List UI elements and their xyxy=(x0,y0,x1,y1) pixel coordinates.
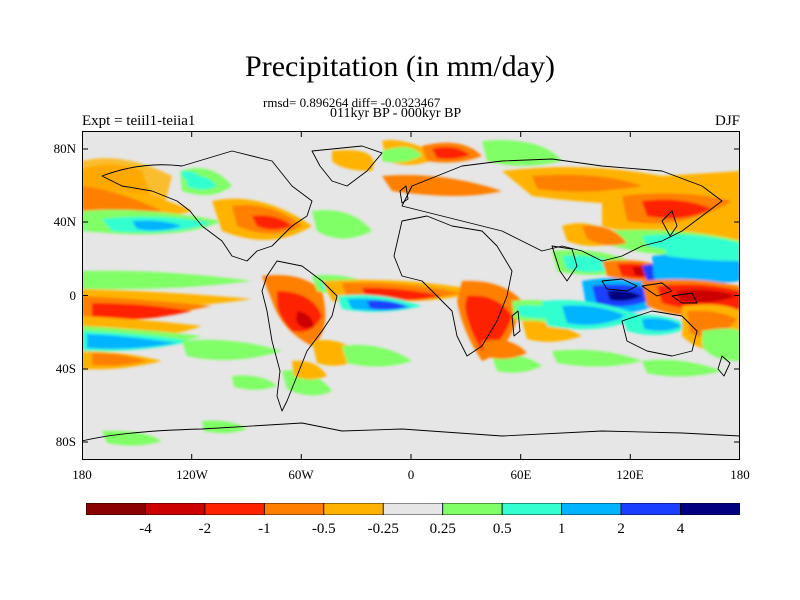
colorbar-label: 2 xyxy=(617,521,625,537)
colorbar-swatch xyxy=(561,503,622,515)
colorbar-label: -0.25 xyxy=(367,521,399,537)
season-label: DJF xyxy=(714,113,740,129)
colorbar-label: -0.5 xyxy=(311,521,336,537)
map-title: Precipitation (in mm/day) xyxy=(245,50,555,83)
colorbar-swatch xyxy=(620,503,681,515)
coastlines xyxy=(82,145,740,442)
anomaly-field xyxy=(82,140,740,446)
colorbar-swatch xyxy=(145,503,206,515)
lon-label-120w: 120W xyxy=(176,467,208,482)
axis-ticks xyxy=(82,131,740,460)
colorbar-label: 0.25 xyxy=(429,521,456,537)
colorbar-label: -1 xyxy=(258,521,271,537)
colorbar-label: -2 xyxy=(198,521,212,537)
period-line: 011kyr BP - 000kyr BP xyxy=(330,106,462,121)
colorbar-label: 0.5 xyxy=(492,521,512,537)
colorbar-swatch xyxy=(382,503,444,515)
colorbar-swatch xyxy=(323,503,384,515)
colorbar-swatch xyxy=(263,503,325,515)
lat-label-eq: 0 xyxy=(69,288,77,303)
colorbar-swatch xyxy=(680,503,740,515)
lon-label-180e: 180 xyxy=(730,467,750,482)
lon-label-60w: 60W xyxy=(288,467,314,482)
lon-label-60e: 60E xyxy=(510,467,532,482)
colorbar-swatch xyxy=(501,503,563,515)
colorbar-swatch xyxy=(442,503,503,515)
colorbar-label: -4 xyxy=(139,521,152,537)
colorbar-label: 1 xyxy=(557,521,566,537)
lat-label-80n: 80N xyxy=(53,141,76,156)
lat-label-40s: 40S xyxy=(55,361,76,376)
lon-label-0: 0 xyxy=(407,467,415,482)
precip-anomaly-map xyxy=(82,131,740,460)
lon-label-120e: 120E xyxy=(616,467,644,482)
stats-line: rmsd= 0.896264 diff= -0.0323467 xyxy=(263,95,441,110)
experiment-label: Expt = teiil1-teiia1 xyxy=(82,113,196,129)
lat-label-80s: 80S xyxy=(55,434,76,449)
lon-label-180w: 180 xyxy=(72,467,92,482)
lat-label-40n: 40N xyxy=(53,214,76,229)
colorbar-swatch xyxy=(86,503,146,515)
colorbar xyxy=(86,503,740,515)
colorbar-label: 4 xyxy=(676,521,685,537)
colorbar-swatch xyxy=(204,503,265,515)
